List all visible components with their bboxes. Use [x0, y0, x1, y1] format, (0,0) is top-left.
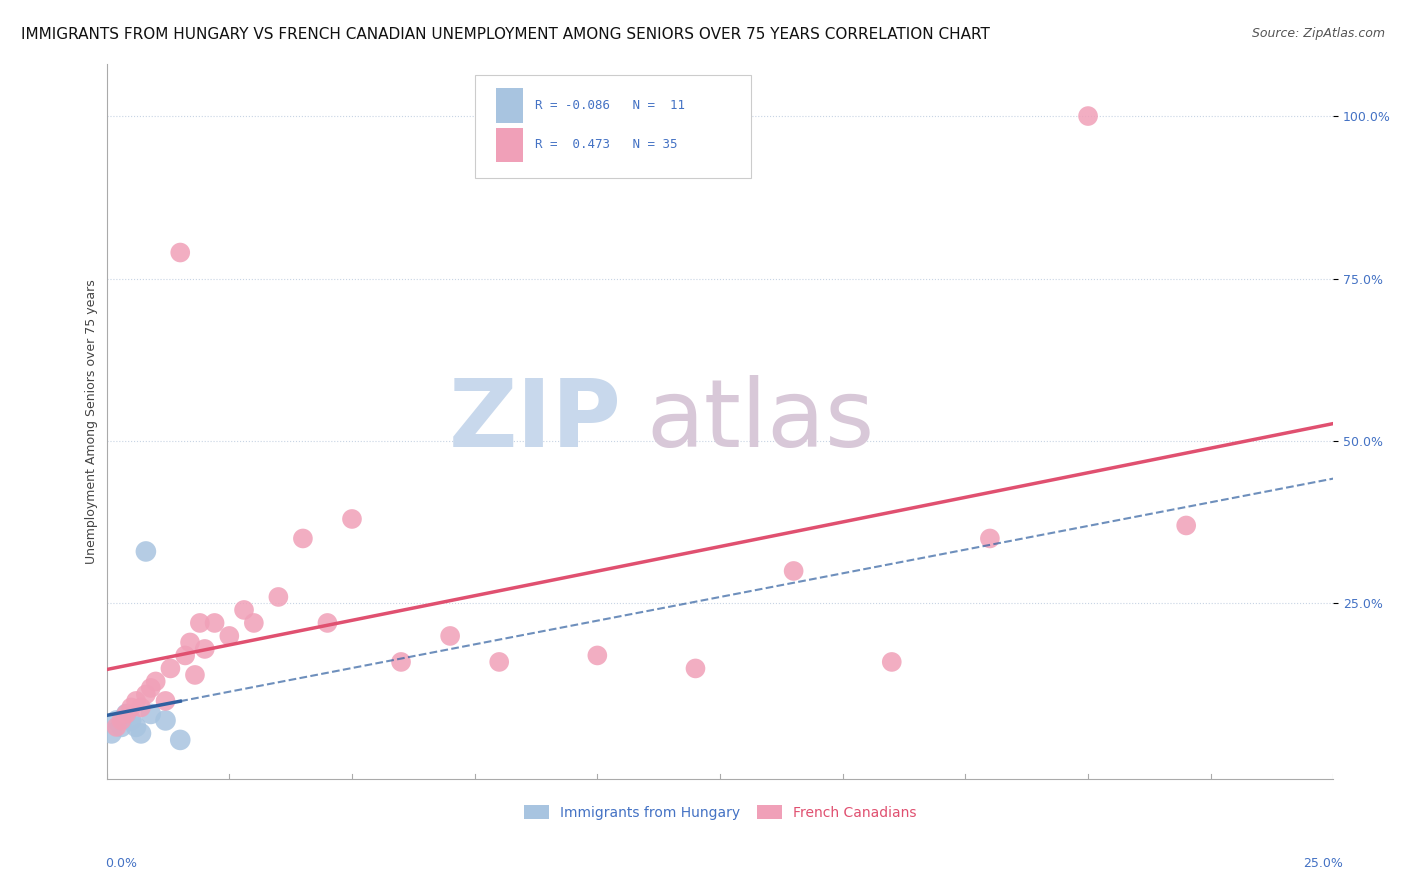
Legend: Immigrants from Hungary, French Canadians: Immigrants from Hungary, French Canadian…: [519, 799, 922, 826]
Point: [169, 245, 191, 260]
Point: [233, 603, 256, 617]
Point: [488, 655, 510, 669]
Text: R =  0.473   N = 35: R = 0.473 N = 35: [534, 138, 678, 152]
FancyBboxPatch shape: [495, 128, 523, 162]
Point: [340, 512, 363, 526]
FancyBboxPatch shape: [495, 88, 523, 123]
Point: [243, 615, 266, 630]
Point: [129, 726, 152, 740]
Point: [685, 661, 707, 675]
Point: [155, 694, 177, 708]
Point: [120, 700, 142, 714]
Point: [120, 714, 142, 728]
Point: [179, 635, 201, 649]
Text: IMMIGRANTS FROM HUNGARY VS FRENCH CANADIAN UNEMPLOYMENT AMONG SENIORS OVER 75 YE: IMMIGRANTS FROM HUNGARY VS FRENCH CANADI…: [21, 27, 990, 42]
Point: [105, 714, 128, 728]
Point: [139, 706, 162, 721]
Point: [586, 648, 609, 663]
Point: [105, 720, 128, 734]
Text: ZIP: ZIP: [449, 376, 621, 467]
Y-axis label: Unemployment Among Seniors over 75 years: Unemployment Among Seniors over 75 years: [86, 279, 98, 564]
Point: [782, 564, 804, 578]
Point: [291, 532, 314, 546]
Point: [110, 714, 132, 728]
Point: [389, 655, 412, 669]
Point: [125, 720, 148, 734]
Point: [979, 532, 1001, 546]
Point: [169, 733, 191, 747]
Point: [204, 615, 226, 630]
Text: R = -0.086   N =  11: R = -0.086 N = 11: [534, 99, 685, 112]
Point: [174, 648, 197, 663]
Point: [218, 629, 240, 643]
Text: Source: ZipAtlas.com: Source: ZipAtlas.com: [1251, 27, 1385, 40]
Point: [194, 642, 217, 657]
Point: [135, 544, 157, 558]
Point: [110, 720, 132, 734]
Point: [139, 681, 162, 695]
FancyBboxPatch shape: [475, 75, 751, 178]
Point: [439, 629, 461, 643]
Point: [1077, 109, 1099, 123]
Point: [267, 590, 290, 604]
Point: [184, 668, 207, 682]
Point: [1175, 518, 1198, 533]
Point: [129, 700, 152, 714]
Text: 25.0%: 25.0%: [1303, 856, 1343, 870]
Point: [135, 688, 157, 702]
Point: [115, 706, 138, 721]
Point: [100, 726, 122, 740]
Point: [145, 674, 167, 689]
Text: atlas: atlas: [647, 376, 875, 467]
Point: [155, 714, 177, 728]
Point: [188, 615, 211, 630]
Point: [880, 655, 903, 669]
Point: [159, 661, 181, 675]
Text: 0.0%: 0.0%: [105, 856, 138, 870]
Point: [125, 694, 148, 708]
Point: [316, 615, 339, 630]
Point: [115, 706, 138, 721]
